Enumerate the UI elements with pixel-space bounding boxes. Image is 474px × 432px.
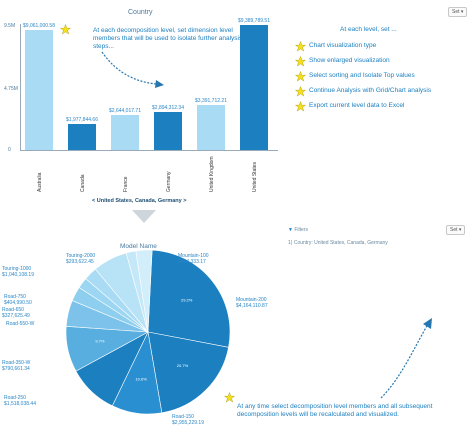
pie-slice-value: $404,990.50 (4, 300, 32, 306)
feature-item: Select sorting and Isolate Top values (309, 72, 415, 79)
feature-star-icon (295, 99, 306, 117)
pie-slice[interactable] (135, 250, 153, 333)
bar-france[interactable] (111, 114, 139, 150)
bottom-callout-text: At any time select decomposition level m… (237, 403, 433, 418)
filters-label: Filters (294, 227, 308, 233)
bar-value-label: $3,391,712.21 (195, 98, 227, 104)
y-axis-line (20, 24, 21, 151)
bar-value-label: $2,644,017.71 (109, 107, 141, 114)
filter-icon: ▼ (288, 227, 293, 233)
pie-slice-value: $484,333.17 (178, 259, 206, 265)
y-tick-mid: 4.75M (4, 86, 18, 92)
pie-slice-pct-label: 20.7% (177, 363, 189, 368)
pie-slice-label: Touring-1000 $1,040,108.19 (2, 266, 34, 278)
feature-item: Continue Analysis with Grid/Chart analys… (309, 87, 432, 94)
down-arrow-icon (132, 210, 156, 223)
bar-value-label: $1,977,844.66 (66, 116, 98, 123)
pie-slice-label: Road-650 $327,625.49 (2, 307, 30, 319)
pie-slice-value: $1,518,038.44 (4, 401, 36, 407)
pie-slice-label: Road-150 $2,955,229.19 (172, 414, 204, 426)
pie-slice[interactable] (147, 250, 231, 348)
bar-germany[interactable] (154, 111, 182, 150)
bar-canada[interactable] (68, 123, 96, 150)
category-label: Canada (80, 174, 86, 192)
pie-slice-label: Mountain-200 $4,164,110.87 (236, 297, 268, 309)
pie-slice-name: Road-550-W (6, 321, 35, 327)
filter-text: 1) Country: United States, Canada, Germa… (288, 240, 388, 246)
right-panel-heading: At each level, set ... (340, 26, 397, 33)
set-button-top[interactable]: Set ▾ (448, 7, 468, 17)
bar-australia[interactable] (25, 29, 53, 150)
y-tick-top: 9.5M (4, 23, 16, 29)
set-button-label: Set (452, 9, 460, 15)
pie-slice-label: Touring-2000 $293,622.45 (66, 253, 95, 265)
category-label: United Kingdom (209, 156, 215, 192)
category-label: France (123, 176, 129, 192)
breadcrumb[interactable]: < United States, Canada, Germany > (92, 198, 187, 204)
pie-slice-pct-label: 10.6% (135, 377, 147, 382)
top-callout-arrow-icon (101, 51, 164, 88)
pie-slice-label: Road-350-W $790,661.34 (2, 360, 30, 372)
pie-slice-name: Mountain-200 (236, 297, 267, 303)
pie-chart-title: Model Name (120, 243, 157, 250)
bottom-callout-arrow-icon (380, 318, 432, 399)
top-callout-star-icon (60, 22, 71, 40)
pie-slice-pct-label: 29.2% (181, 298, 193, 303)
bar-value-label: $9,389,789.51 (238, 18, 270, 25)
category-label: Australia (37, 172, 43, 192)
bar-value-label: $9,061,000.58 (23, 22, 55, 29)
category-label: Germany (166, 171, 172, 192)
pie-slice-label: Road-750 $404,990.50 (4, 294, 32, 306)
pie-slice-name: Road-750 (4, 294, 26, 300)
pie-slice-value: $2,955,229.19 (172, 420, 204, 426)
feature-item: Export current level data to Excel (309, 102, 405, 109)
feature-star-icon (295, 84, 306, 102)
feature-star-icon (295, 69, 306, 87)
pie-slice-label: Mountain-100 $484,333.17 (178, 253, 209, 265)
pie-slice-pct-label: 9.7% (95, 338, 105, 343)
pie-slice-name: Road-150 (172, 414, 194, 420)
pie-slice-name: Road-250 (4, 395, 26, 401)
pie-slice-value: $327,625.49 (2, 313, 30, 319)
set-button-label: Set (450, 227, 458, 233)
pie-slice-label: Road-250 $1,518,038.44 (4, 395, 36, 407)
bar-united-kingdom[interactable] (197, 105, 225, 150)
feature-star-icon (295, 54, 306, 72)
feature-star-icon (295, 39, 306, 57)
filters-header[interactable]: ▼ Filters (288, 227, 308, 233)
pie-slice-value: $790,661.34 (2, 366, 30, 372)
country-chart-title: Country (128, 9, 153, 16)
pie-slice[interactable] (147, 331, 229, 414)
category-label: United States (252, 161, 258, 192)
pie-slice-value: $293,622.45 (66, 259, 94, 265)
feature-item: Show enlarged visualization (309, 57, 390, 64)
x-axis-line (20, 150, 278, 151)
pie-slice-name: Mountain-100 (178, 253, 209, 259)
pie-slice-name: Touring-2000 (66, 253, 96, 259)
pie-slice-name: Road-350-W (2, 360, 31, 366)
pie-chart: 29.2% 20.7% 10.6% 9.7% (65, 250, 231, 415)
bar-united-states[interactable] (240, 25, 268, 150)
pie-slice-value: $4,164,110.87 (236, 303, 268, 309)
pie-slice-name: Touring-1000 (2, 266, 32, 272)
feature-item: Chart visualization type (309, 42, 377, 49)
bar-value-label: $2,894,312.34 (152, 104, 184, 111)
top-callout-text: At each decomposition level, set dimensi… (93, 27, 243, 50)
pie-slice-label: Road-550-W (6, 321, 34, 327)
pie-slice-value: $1,040,108.19 (2, 272, 34, 278)
y-tick-zero: 0 (8, 147, 11, 153)
set-button-bottom[interactable]: Set ▾ (446, 225, 466, 235)
pie-slice-name: Road-650 (2, 307, 24, 313)
bottom-callout-star-icon (224, 390, 235, 408)
